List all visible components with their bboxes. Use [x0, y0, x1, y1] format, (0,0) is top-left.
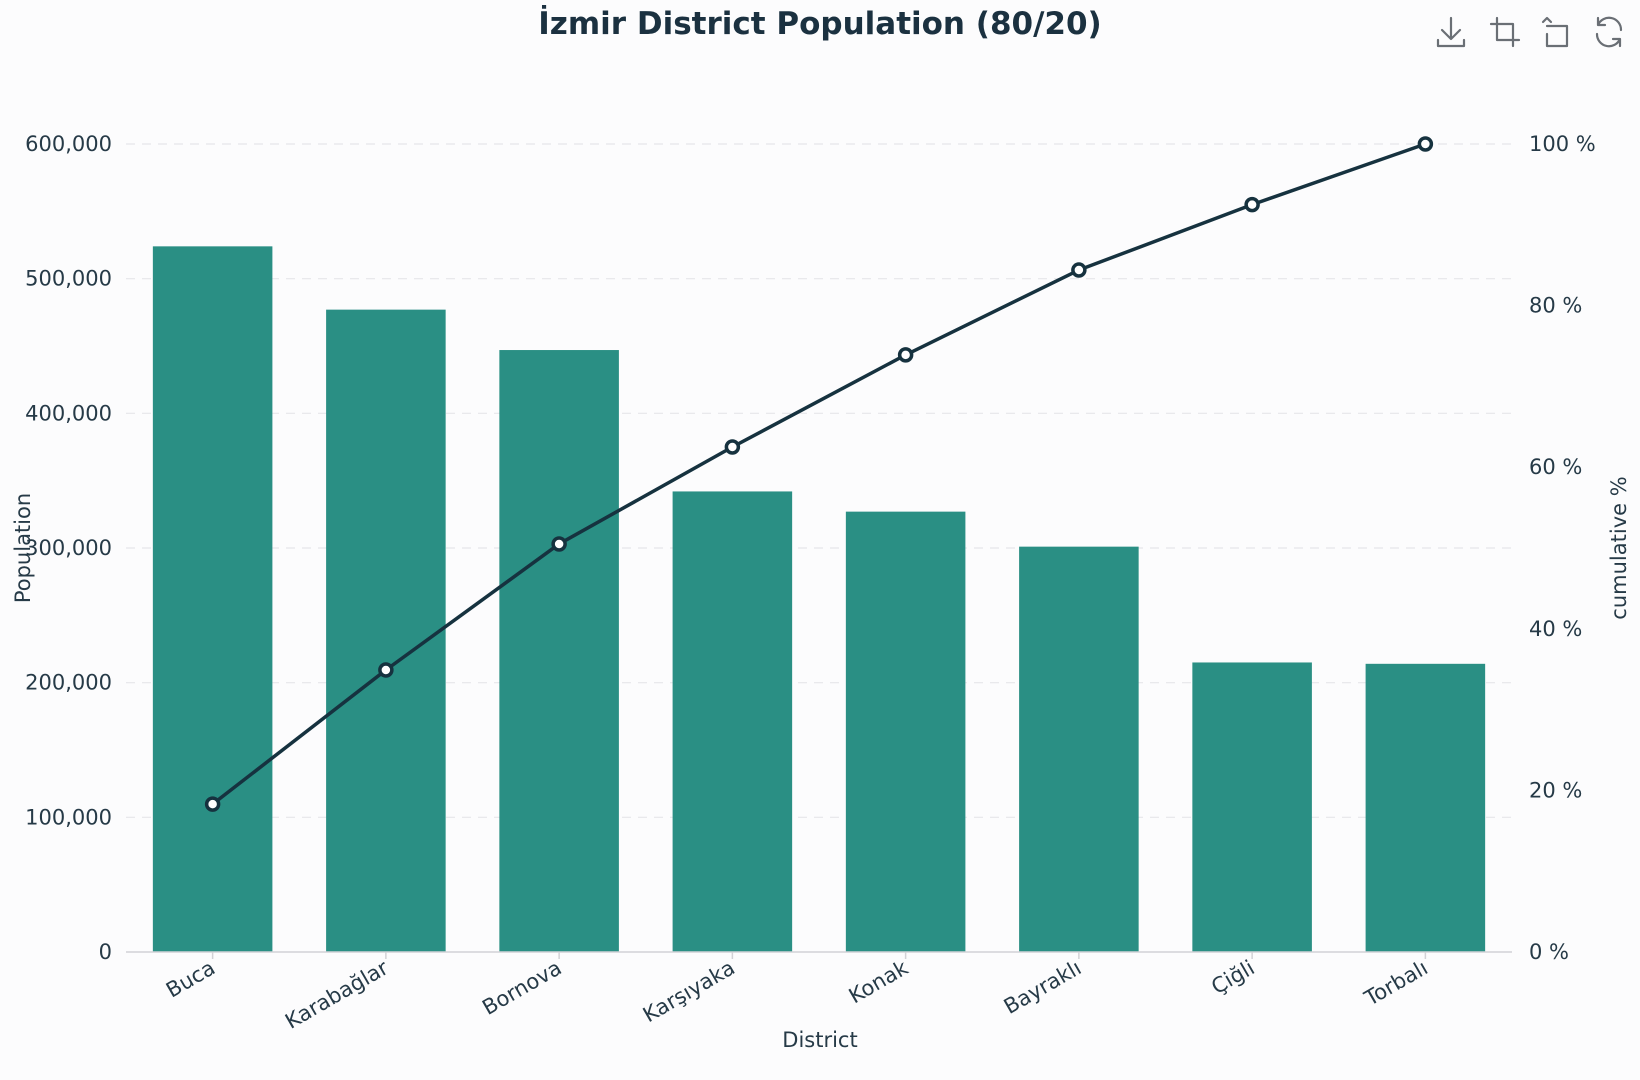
y-tick-label: 200,000: [25, 671, 112, 695]
y2-tick-label: 80 %: [1529, 294, 1582, 318]
cumulative-point[interactable]: [551, 536, 567, 552]
y2-tick-label: 40 %: [1529, 617, 1582, 641]
cumulative-line-path: [211, 142, 1426, 806]
bar-bornova[interactable]: [499, 350, 619, 952]
bar-bayraklı[interactable]: [1019, 546, 1139, 952]
cumulative-point[interactable]: [378, 662, 394, 678]
cumulative-point[interactable]: [204, 796, 221, 812]
y2-axis-ticks: 0 % 20 % 40 % 60 % 80 % 100 %: [1529, 132, 1596, 964]
y2-axis-title: cumulative %: [1607, 476, 1631, 619]
bar-torbalı[interactable]: [1365, 663, 1486, 952]
bar-karabağlar[interactable]: [326, 309, 446, 952]
y2-tick-label: 20 %: [1529, 778, 1582, 802]
y-axis-title: Population: [11, 493, 35, 603]
cumulative-point[interactable]: [1071, 262, 1087, 278]
refresh-icon[interactable]: [1589, 12, 1629, 52]
download-icon[interactable]: [1431, 12, 1471, 52]
x-tick-label: Bornova: [478, 956, 565, 1020]
x-axis-ticks: Buca Karabağlar Bornova Karşıyaka Konak Bayra…: [162, 952, 1432, 1034]
x-tick-label: Karşıyaka: [639, 956, 739, 1028]
y2-tick-label: 60 %: [1529, 455, 1582, 479]
cumulative-point[interactable]: [897, 347, 914, 363]
x-tick-label: Konak: [845, 955, 913, 1008]
bar-çiğli[interactable]: [1192, 662, 1312, 952]
y-axis-ticks: 0 100,000 200,000 300,000 400,000 500,000 600,…: [25, 132, 112, 964]
y-tick-label: 500,000: [25, 267, 112, 291]
y-tick-label: 400,000: [25, 401, 112, 425]
bar-buca[interactable]: [152, 246, 273, 952]
x-axis-title: District: [782, 1028, 857, 1052]
y2-tick-label: 100 %: [1529, 132, 1596, 156]
x-tick-label: Çiğli: [1207, 956, 1258, 1000]
x-tick-label: Karabağlar: [281, 955, 393, 1033]
x-tick-label: Buca: [162, 956, 219, 1003]
y-tick-label: 100,000: [25, 805, 112, 829]
cumulative-point[interactable]: [724, 439, 741, 455]
chart-title: İzmir District Population (80/20): [538, 6, 1101, 42]
cumulative-point[interactable]: [1417, 136, 1434, 152]
undo-icon[interactable]: [1537, 12, 1577, 52]
bar-karşıyaka[interactable]: [672, 491, 793, 952]
y2-tick-label: 0 %: [1529, 940, 1569, 964]
cumulative-point[interactable]: [1244, 196, 1260, 213]
bar-konak[interactable]: [845, 511, 966, 952]
crop-icon[interactable]: [1485, 12, 1525, 52]
bars: [152, 246, 1486, 952]
y-tick-label: 300,000: [25, 536, 112, 560]
x-tick-label: Torbalı: [1360, 956, 1432, 1012]
x-tick-label: Bayraklı: [1000, 956, 1086, 1019]
y-tick-label: 600,000: [25, 132, 112, 156]
cumulative-line: [204, 136, 1434, 812]
y-tick-label: 0: [99, 940, 112, 964]
